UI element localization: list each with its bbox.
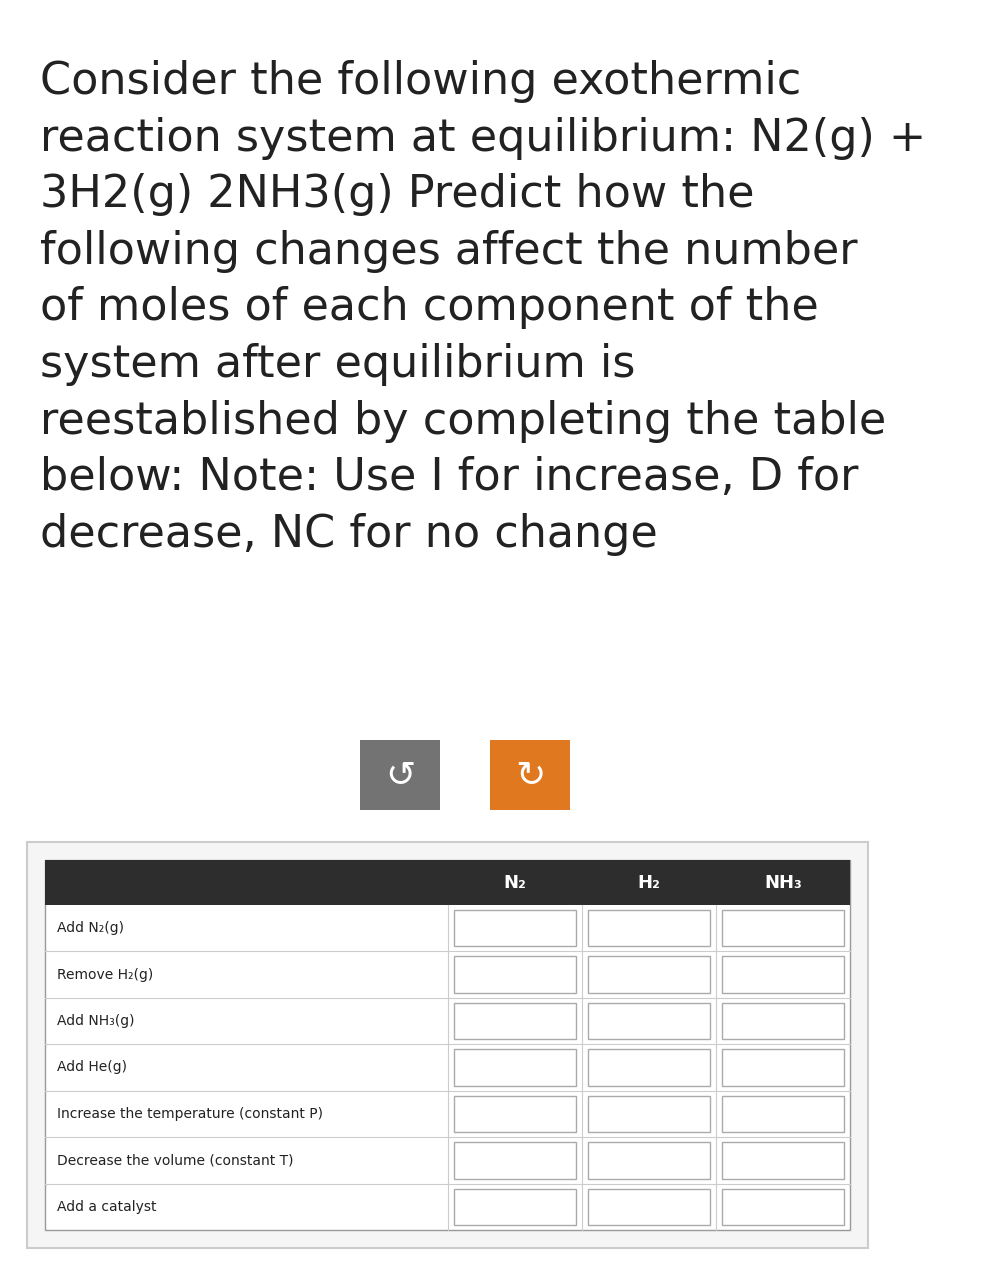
- Bar: [454, 1142, 576, 1178]
- Bar: [454, 910, 576, 946]
- Bar: [588, 910, 710, 946]
- Text: Remove H₂(g): Remove H₂(g): [57, 968, 153, 982]
- Bar: [360, 740, 440, 810]
- Bar: [588, 1188, 710, 1225]
- Bar: [27, 842, 868, 1248]
- Bar: [722, 1142, 844, 1178]
- Bar: [454, 956, 576, 993]
- Bar: [722, 956, 844, 993]
- Text: Add He(g): Add He(g): [57, 1061, 127, 1075]
- Bar: [588, 956, 710, 993]
- Bar: [722, 1188, 844, 1225]
- Bar: [454, 1049, 576, 1086]
- Text: Increase the temperature (constant P): Increase the temperature (constant P): [57, 1107, 323, 1121]
- Bar: [454, 1003, 576, 1039]
- Text: H₂: H₂: [637, 873, 660, 891]
- Text: Add NH₃(g): Add NH₃(g): [57, 1014, 134, 1028]
- Bar: [588, 1142, 710, 1178]
- Bar: [722, 910, 844, 946]
- Bar: [722, 1049, 844, 1086]
- Bar: [722, 1095, 844, 1132]
- Text: N₂: N₂: [503, 873, 526, 891]
- Bar: [588, 1003, 710, 1039]
- Text: ↺: ↺: [385, 759, 415, 792]
- Text: Add a catalyst: Add a catalyst: [57, 1200, 156, 1214]
- Text: Consider the following exothermic
reaction system at equilibrium: N2(g) +
3H2(g): Consider the following exothermic reacti…: [40, 60, 926, 556]
- Bar: [45, 861, 850, 905]
- Bar: [454, 1188, 576, 1225]
- Bar: [588, 1095, 710, 1132]
- Bar: [722, 1003, 844, 1039]
- Bar: [454, 1095, 576, 1132]
- Text: NH₃: NH₃: [764, 873, 802, 891]
- Bar: [45, 861, 850, 1230]
- Text: Add N₂(g): Add N₂(g): [57, 922, 124, 936]
- Text: Decrease the volume (constant T): Decrease the volume (constant T): [57, 1154, 294, 1168]
- Bar: [588, 1049, 710, 1086]
- Text: ↻: ↻: [515, 759, 545, 792]
- Bar: [490, 740, 570, 810]
